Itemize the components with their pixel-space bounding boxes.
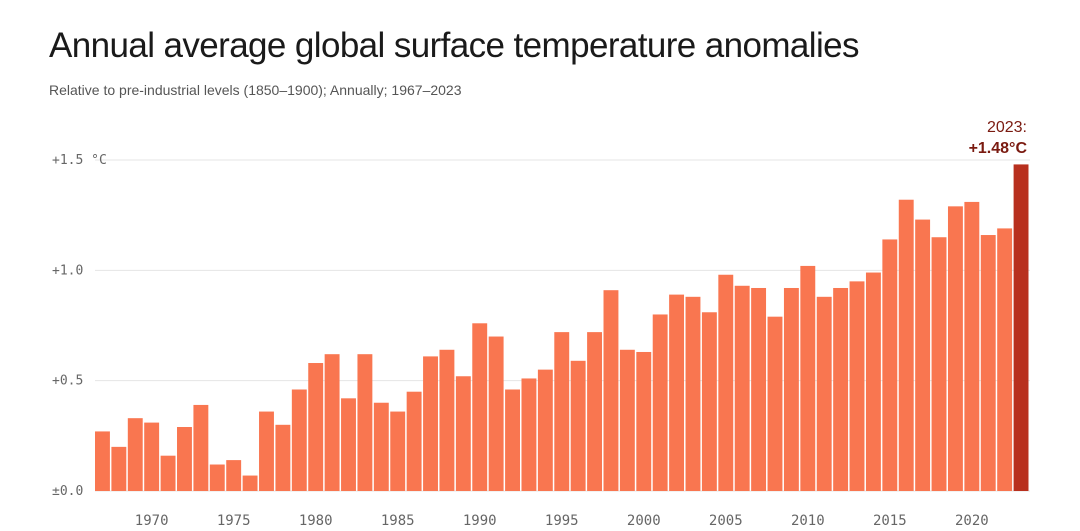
x-tick-label: 2010 [791, 513, 825, 529]
bar-2007 [751, 287, 767, 491]
x-tick-label: 2015 [873, 513, 907, 529]
bar-1987 [423, 356, 438, 491]
y-tick-label: ±0.0 [52, 484, 83, 499]
bar-1997 [587, 332, 603, 491]
bar-2020 [964, 201, 980, 491]
bar-2014 [865, 272, 881, 491]
annotation-2023: 2023: +1.48°C [969, 119, 1028, 157]
bar-1975 [226, 460, 242, 491]
bar-1989 [455, 376, 471, 491]
y-tick-label: +1.5 °C [52, 153, 107, 168]
bar-1986 [406, 391, 422, 491]
bar-1983 [357, 354, 373, 491]
bar-2017 [915, 219, 931, 491]
bar-1992 [505, 389, 520, 491]
annotation-label: 2023: [987, 119, 1027, 136]
bar-2008 [767, 316, 783, 491]
chart-title: Annual average global surface temperatur… [49, 26, 860, 65]
bar-1977 [259, 411, 274, 491]
bar-2009 [783, 287, 799, 491]
bar-1999 [619, 349, 635, 491]
bar-1984 [373, 402, 389, 491]
bars [95, 164, 1029, 491]
chart-subtitle: Relative to pre-industrial levels (1850–… [49, 82, 462, 98]
bar-1971 [160, 455, 176, 491]
bar-1973 [193, 404, 209, 491]
bar-1991 [488, 336, 504, 491]
x-axis-ticks: 1970 1975 1980 1985 1990 1995 2000 2005 2010 2015… [135, 513, 989, 529]
x-tick-label: 2000 [627, 513, 661, 529]
bar-2021 [980, 235, 996, 491]
x-tick-label: 1975 [217, 513, 251, 529]
bar-2016 [898, 199, 914, 491]
bar-2004 [701, 312, 717, 491]
annotation-value: +1.48°C [969, 140, 1028, 157]
bar-1979 [291, 389, 307, 491]
bar-1981 [324, 354, 340, 491]
bar-1968 [111, 446, 127, 491]
bar-1982 [341, 398, 356, 491]
y-tick-label: +1.0 [52, 263, 83, 278]
y-tick-label: +0.5 [52, 374, 83, 389]
bar-2003 [685, 296, 701, 491]
bar-1969 [127, 418, 143, 491]
bar-2010 [800, 265, 816, 491]
bar-1976 [242, 475, 258, 491]
bar-2002 [669, 294, 685, 491]
bar-1990 [472, 323, 488, 491]
bar-1978 [275, 424, 291, 491]
x-tick-label: 1980 [299, 513, 333, 529]
y-axis-ticks: ±0.0 +0.5 +1.0 +1.5 °C [52, 153, 107, 499]
bar-2006 [734, 285, 750, 491]
x-tick-label: 1995 [545, 513, 579, 529]
bar-2011 [816, 296, 832, 491]
bar-1980 [308, 363, 324, 491]
bar-2012 [833, 287, 849, 491]
bar-1974 [209, 464, 225, 491]
bar-1994 [537, 369, 553, 491]
x-tick-label: 1990 [463, 513, 497, 529]
bar-1972 [177, 427, 192, 491]
bar-1995 [554, 332, 570, 491]
x-tick-label: 1970 [135, 513, 169, 529]
bar-2019 [947, 206, 963, 491]
bar-1993 [521, 378, 537, 491]
bar-2005 [718, 274, 734, 491]
bar-2023 [1013, 164, 1029, 491]
x-tick-label: 1985 [381, 513, 415, 529]
bar-2013 [849, 281, 865, 491]
bar-2000 [636, 351, 652, 491]
bar-1970 [144, 422, 160, 491]
bar-2015 [882, 239, 898, 491]
bar-1996 [570, 360, 586, 491]
bar-2018 [931, 237, 947, 491]
bar-2001 [652, 314, 668, 491]
x-tick-label: 2005 [709, 513, 743, 529]
bar-1985 [390, 411, 406, 491]
x-tick-label: 2020 [955, 513, 989, 529]
bar-1998 [603, 290, 619, 491]
bar-1967 [95, 431, 110, 491]
bar-2022 [997, 228, 1013, 491]
bar-1988 [439, 349, 455, 491]
